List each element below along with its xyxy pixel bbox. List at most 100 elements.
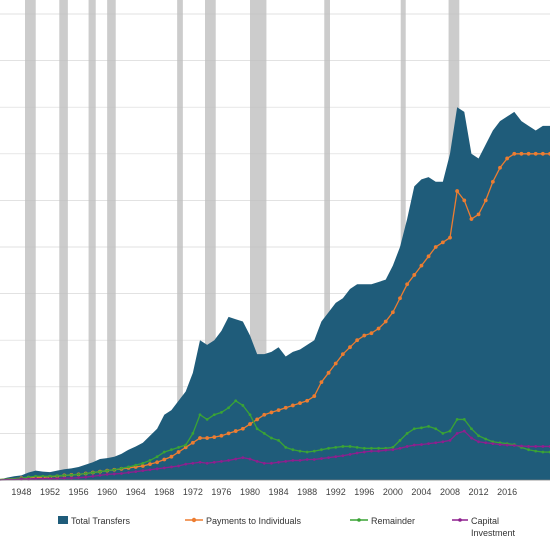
point-remainder [234,399,238,403]
point-capital-investment [248,457,252,461]
point-capital-investment [34,477,38,481]
point-capital-investment [484,441,488,445]
point-capital-investment [441,440,445,444]
point-remainder [348,445,352,448]
point-payments-to-individuals [448,235,452,240]
point-remainder [534,449,538,453]
point-capital-investment [84,475,88,479]
point-payments-to-individuals [283,405,288,410]
point-remainder [155,455,159,459]
point-capital-investment [398,446,402,450]
point-remainder [320,448,323,452]
point-capital-investment [405,445,409,448]
point-capital-investment [205,461,209,465]
point-payments-to-individuals [205,436,210,440]
point-remainder [105,469,109,473]
point-remainder [484,437,488,441]
point-capital-investment [291,459,295,462]
point-payments-to-individuals [483,198,488,203]
point-payments-to-individuals [326,370,331,375]
point-payments-to-individuals [140,464,145,468]
point-remainder [91,471,95,474]
point-capital-investment [498,443,502,446]
point-payments-to-individuals [290,403,295,408]
point-payments-to-individuals [169,454,174,459]
area-total-transfers [0,107,550,480]
recession-band-5 [205,0,216,480]
point-capital-investment [220,459,223,463]
point-payments-to-individuals [519,151,524,156]
legend-label-capital: Capital [471,516,499,526]
point-capital-investment [412,443,416,447]
point-capital-investment [270,461,273,465]
point-payments-to-individuals [462,198,467,203]
point-capital-investment [198,460,202,464]
point-capital-investment [98,473,102,477]
point-remainder [441,432,445,435]
point-capital-investment [534,445,538,448]
point-capital-investment [298,459,302,462]
point-remainder [455,418,459,421]
point-capital-investment [255,459,259,463]
point-payments-to-individuals [255,417,260,422]
point-remainder [77,473,80,476]
legend-item-payments: Payments to Individuals [185,516,302,526]
point-remainder [220,411,223,414]
point-payments-to-individuals [219,433,224,438]
point-capital-investment [277,460,280,464]
point-capital-investment [120,472,123,475]
point-payments-to-individuals [469,217,474,221]
recession-band-0 [25,0,36,480]
point-capital-investment [234,457,238,461]
point-capital-investment [70,476,73,480]
markers-capital-investment [20,429,550,481]
point-payments-to-individuals [198,436,202,440]
legend-swatch-total-transfers [58,516,68,524]
point-remainder [448,429,452,433]
point-payments-to-individuals [398,296,402,301]
point-capital-investment [434,441,438,445]
point-payments-to-individuals [269,410,274,415]
point-capital-investment [184,462,188,466]
point-remainder [84,472,88,475]
point-capital-investment [134,470,138,474]
x-tick-label: 2000 [383,487,403,497]
point-remainder [120,466,123,470]
point-remainder [62,473,66,477]
point-capital-investment [362,450,366,454]
point-payments-to-individuals [233,429,238,433]
point-payments-to-individuals [305,398,310,403]
x-tick-label: 1972 [183,487,203,497]
point-remainder [305,450,309,454]
point-payments-to-individuals [376,326,381,331]
legend: Total Transfers Payments to Individuals … [58,516,516,538]
point-payments-to-individuals [512,151,517,156]
point-payments-to-individuals [162,457,167,462]
x-tick-label: 1960 [97,487,117,497]
recession-band-1 [59,0,68,480]
point-remainder [334,445,338,449]
point-remainder [55,474,59,478]
point-remainder [405,432,409,435]
point-payments-to-individuals [276,408,281,412]
point-payments-to-individuals [262,412,267,417]
point-capital-investment [427,442,430,446]
x-axis: 1948 1952 1956 1960 1964 1968 1972 1976 1980 1984… [0,479,550,497]
point-payments-to-individuals [190,440,195,445]
point-capital-investment [420,443,423,446]
point-payments-to-individuals [540,151,545,156]
point-remainder [70,473,73,477]
point-remainder [41,474,45,478]
point-remainder [470,427,473,431]
point-payments-to-individuals [369,331,374,336]
point-capital-investment [227,459,230,462]
point-remainder [98,470,102,474]
total-transfers-area [0,107,550,480]
point-remainder [241,404,245,407]
point-payments-to-individuals [319,380,324,385]
point-payments-to-individuals [490,179,495,184]
point-payments-to-individuals [355,338,360,343]
point-remainder [255,427,259,431]
point-remainder [420,426,423,430]
